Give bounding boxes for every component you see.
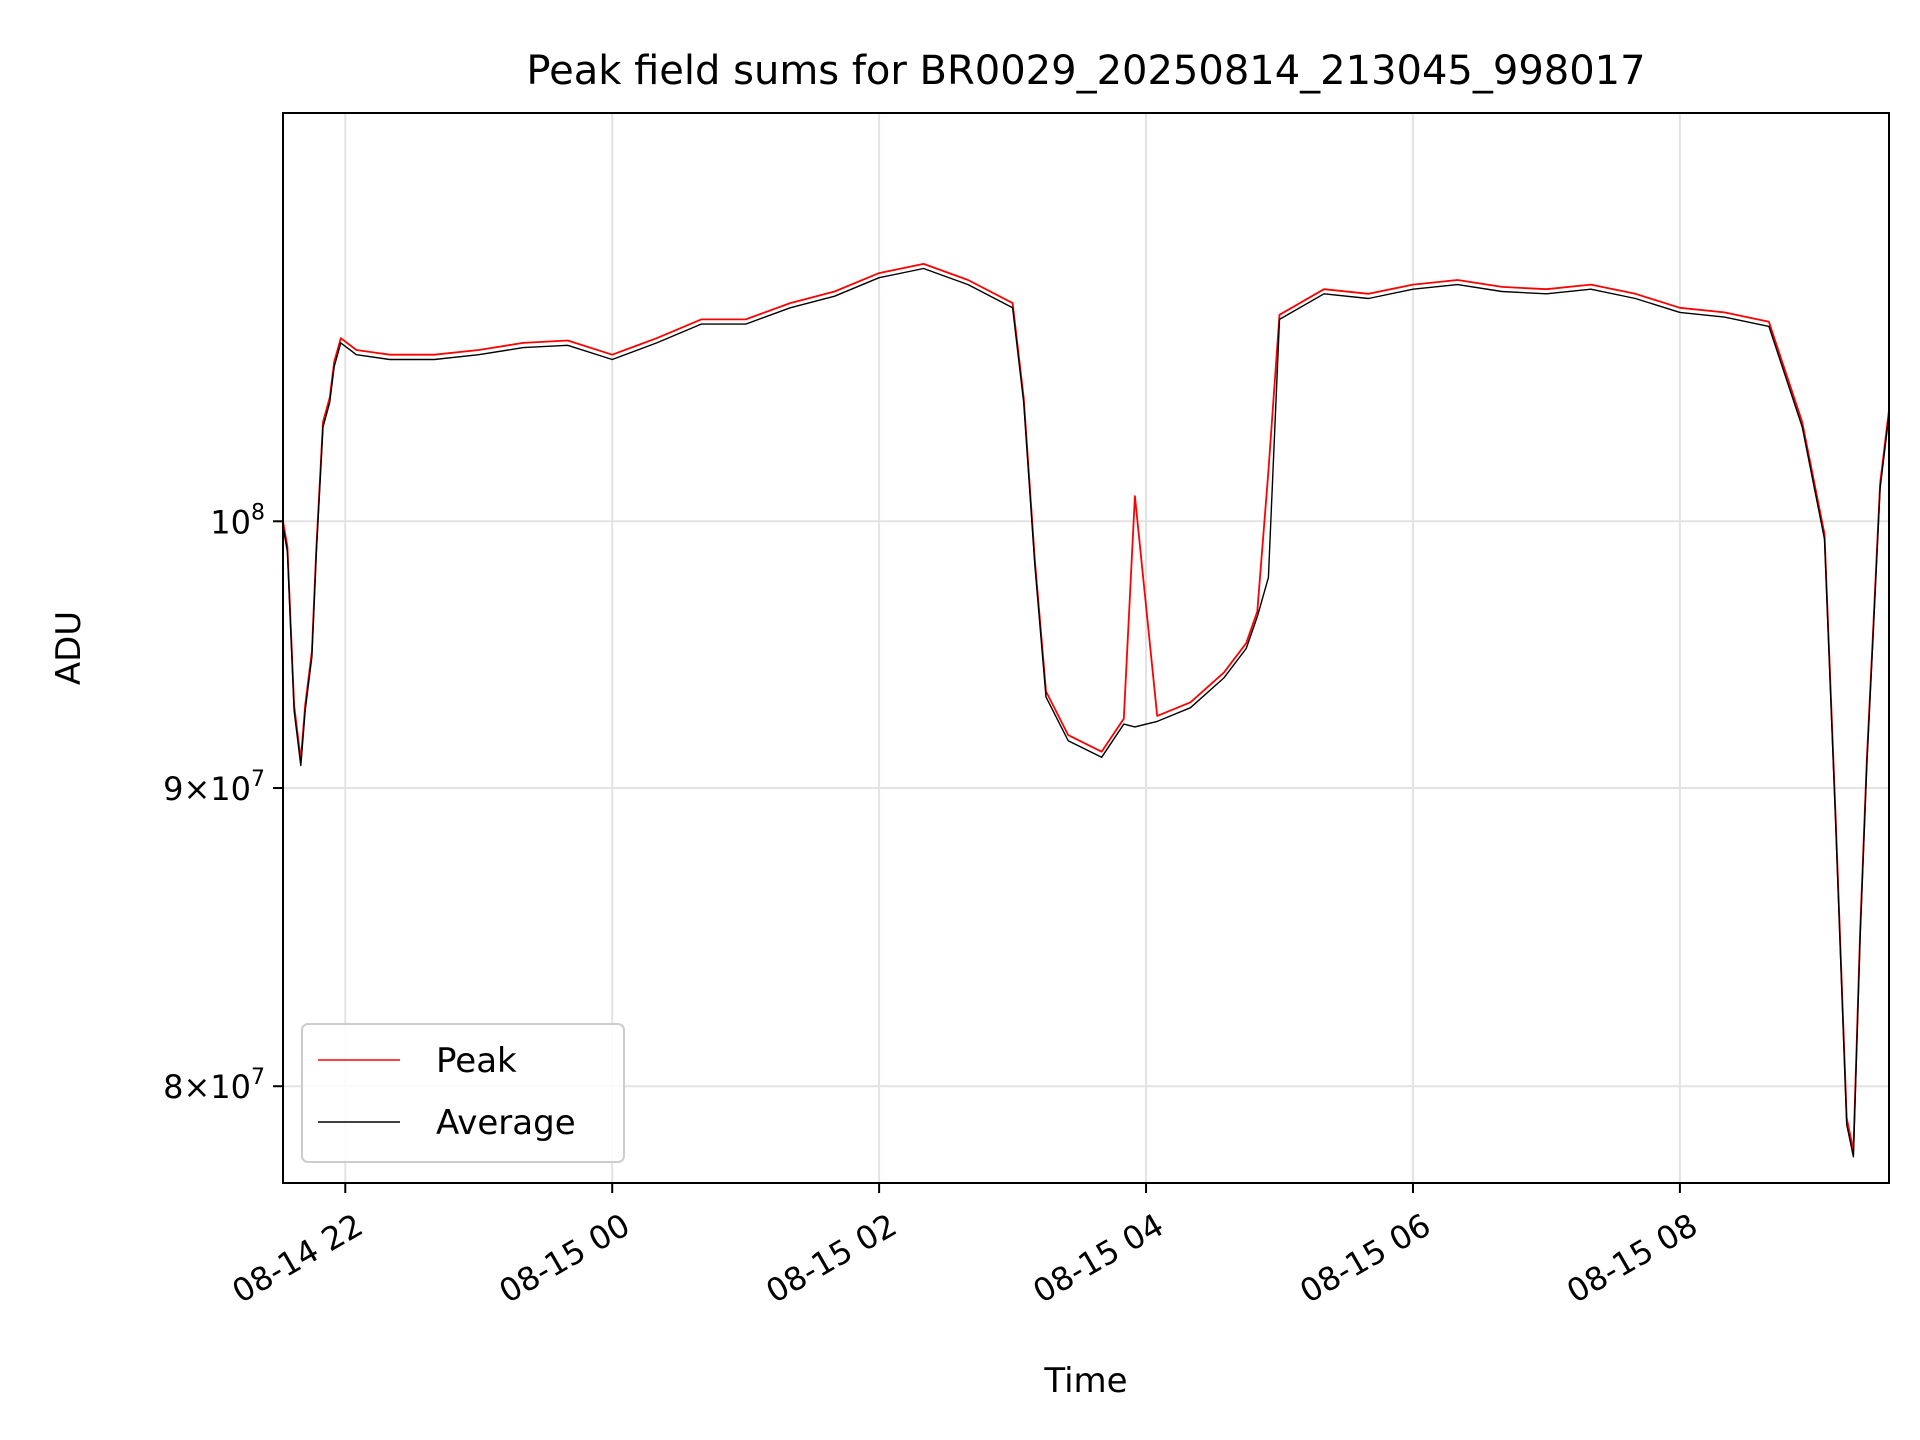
y-tick-label: 9×107 (163, 767, 265, 808)
plot-background (283, 113, 1889, 1183)
y-tick-label: 8×107 (163, 1065, 265, 1106)
legend-label-peak: Peak (436, 1041, 517, 1081)
y-axis-label: ADU (49, 611, 89, 685)
y-tick-times: × (183, 1068, 210, 1106)
y-tick-base: 10 (210, 770, 251, 808)
series-layer (283, 262, 1889, 1158)
chart-title: Peak field sums for BR0029_20250814_2130… (526, 48, 1645, 94)
x-tick-label: 08-15 04 (1026, 1206, 1170, 1311)
x-tick-label: 08-15 08 (1560, 1206, 1704, 1311)
series-line-peak (283, 262, 1889, 1152)
x-axis-label: Time (1043, 1361, 1127, 1401)
y-tick-exponent: 7 (251, 1065, 265, 1090)
y-tick-base: 10 (210, 503, 251, 541)
x-axis-ticks: 08-14 22 08-15 00 08-15 02 08-15 04 08-15 06… (226, 1183, 1704, 1311)
y-tick-mantissa: 9 (163, 770, 183, 808)
y-tick-mantissa: 8 (163, 1068, 183, 1106)
x-tick-label: 08-15 06 (1293, 1206, 1437, 1311)
legend: Peak Average (301, 1023, 625, 1163)
series-line-average (283, 267, 1889, 1158)
plot-frame (282, 112, 1890, 1184)
legend-box (301, 1023, 625, 1163)
x-tick-label: 08-14 22 (226, 1206, 370, 1311)
y-tick-times: × (183, 770, 210, 808)
x-tick-label: 08-15 00 (493, 1206, 637, 1311)
y-tick-label: 108 (210, 500, 265, 541)
x-tick-label: 08-15 02 (760, 1206, 904, 1311)
y-tick-base: 10 (210, 1068, 251, 1106)
y-tick-exponent: 8 (251, 500, 265, 525)
legend-label-average: Average (436, 1103, 576, 1143)
y-tick-exponent: 7 (251, 767, 265, 792)
